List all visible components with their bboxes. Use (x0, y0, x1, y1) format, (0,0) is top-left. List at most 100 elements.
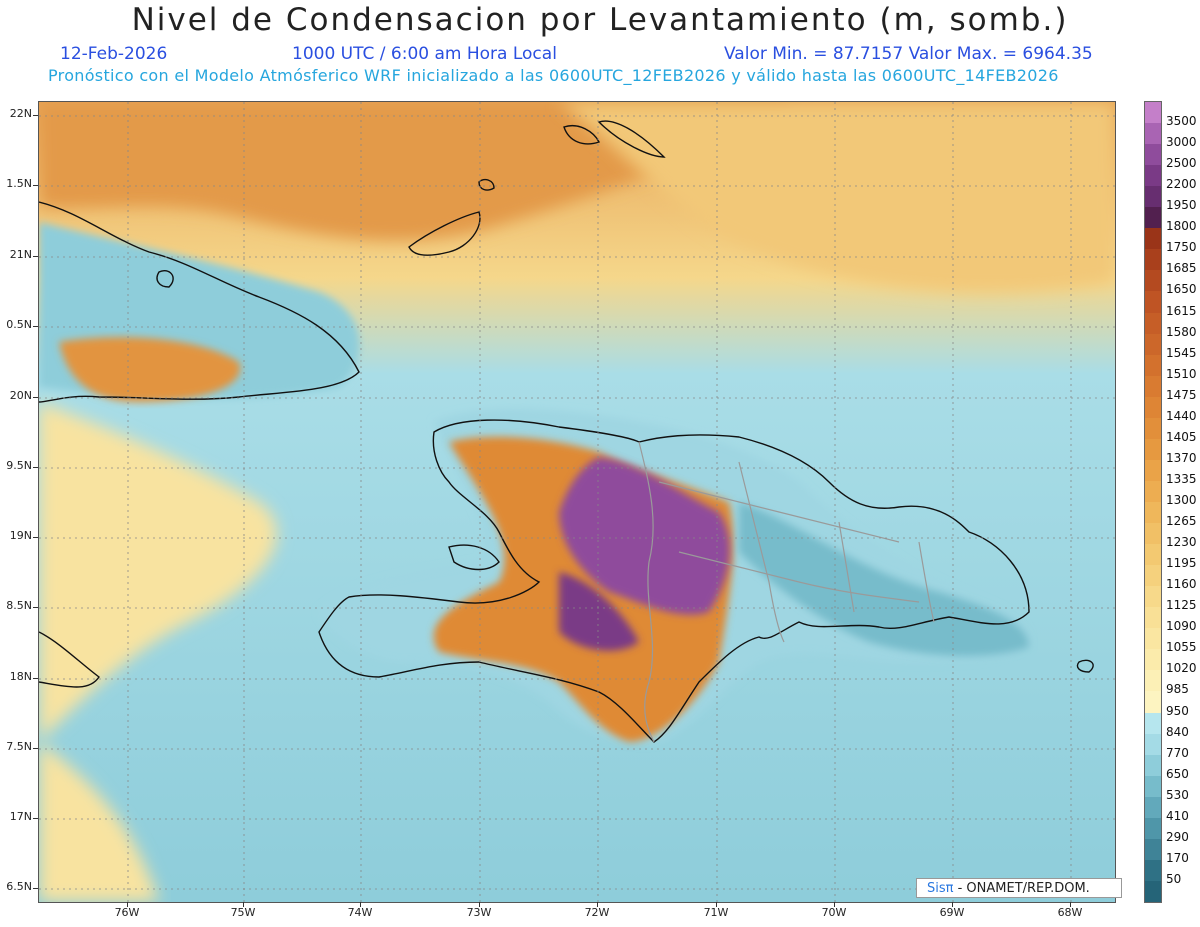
legend-swatch (1145, 775, 1161, 798)
legend-label: 2200 (1166, 177, 1197, 192)
legend-label: 530 (1166, 787, 1189, 802)
legend-swatch (1145, 628, 1161, 650)
lat-tick (33, 748, 38, 749)
province-borders (638, 441, 935, 743)
legend-label: 1195 (1166, 556, 1197, 571)
legend-swatch (1145, 838, 1161, 861)
credit-org: - ONAMET/REP.DOM. (953, 881, 1090, 896)
map-title: Nivel de Condensacion por Levantamiento … (131, 2, 1069, 38)
legend-label: 1475 (1166, 387, 1197, 402)
legend-swatch (1145, 312, 1161, 335)
purple-high-lcl-south (559, 572, 639, 651)
legend-swatch (1145, 586, 1161, 608)
lat-label: 7.5N (6, 740, 32, 753)
cuba-cay (156, 270, 174, 288)
legend-swatch (1145, 375, 1161, 398)
border-line-d (838, 521, 855, 613)
legend-swatch (1145, 544, 1161, 566)
legend-swatch (1145, 796, 1161, 819)
legend-swatch (1145, 228, 1161, 250)
legend-swatch (1145, 691, 1161, 714)
northeast-yellow-band (559, 102, 1115, 292)
lon-tick (834, 902, 835, 907)
lon-label: 76W (114, 906, 140, 919)
lat-tick (33, 607, 38, 608)
legend-label: 410 (1166, 808, 1189, 823)
legend-swatch (1145, 270, 1161, 292)
legend-swatch (1145, 670, 1161, 692)
puerto-rico-tip (1076, 659, 1094, 673)
turks-caicos-island (408, 211, 481, 256)
hispaniola-coast (318, 419, 1030, 743)
legend-label: 950 (1166, 703, 1189, 718)
lat-label: 20N (9, 389, 32, 402)
lon-label: 71W (703, 906, 729, 919)
lat-label: 21N (9, 248, 32, 261)
legend-label: 770 (1166, 745, 1189, 760)
legend-label: 290 (1166, 829, 1189, 844)
legend-label: 1950 (1166, 198, 1197, 213)
legend-swatch (1145, 249, 1161, 271)
lon-label: 72W (584, 906, 610, 919)
lat-label: 18N (9, 670, 32, 683)
legend-label: 1440 (1166, 408, 1197, 423)
legend-label: 840 (1166, 724, 1189, 739)
legend-swatch (1145, 102, 1161, 124)
legend-swatch (1145, 754, 1161, 777)
legend-label: 1650 (1166, 282, 1197, 297)
legend-label: 1510 (1166, 366, 1197, 381)
lat-tick (33, 397, 38, 398)
legend-swatch (1145, 186, 1161, 208)
cuba-coast (39, 201, 360, 403)
legend-swatch (1145, 291, 1161, 314)
legend-label: 1160 (1166, 577, 1197, 592)
jamaica-coast (39, 631, 100, 688)
lat-label: 8.5N (6, 599, 32, 612)
lon-tick (597, 902, 598, 907)
legend-swatch (1145, 417, 1161, 440)
legend-swatch (1145, 649, 1161, 671)
legend-swatch (1145, 165, 1161, 187)
lon-label: 68W (1057, 906, 1083, 919)
legend-label: 1020 (1166, 661, 1197, 676)
lon-label: 73W (466, 906, 492, 919)
color-legend (1144, 101, 1162, 903)
legend-swatch (1145, 565, 1161, 587)
lon-tick (360, 902, 361, 907)
lat-label: 19N (9, 529, 32, 542)
lat-tick (33, 185, 38, 186)
legend-swatch (1145, 480, 1161, 503)
map-panel (38, 101, 1116, 903)
legend-swatch (1145, 354, 1161, 377)
lat-label: 1.5N (6, 177, 32, 190)
legend-swatch (1145, 817, 1161, 840)
credit-sis: Sis (927, 881, 946, 896)
lat-label: 22N (9, 107, 32, 120)
legend-label: 1545 (1166, 345, 1197, 360)
lon-label: 75W (230, 906, 256, 919)
legend-label: 1615 (1166, 303, 1197, 318)
legend-swatch (1145, 459, 1161, 482)
lon-label: 74W (347, 906, 373, 919)
legend-label: 1230 (1166, 535, 1197, 550)
south-yellow-patch (39, 742, 159, 902)
legend-label: 3000 (1166, 135, 1197, 150)
lcl-field-map (39, 102, 1115, 902)
lon-tick (127, 902, 128, 907)
gonave-island (448, 544, 500, 571)
value-range: Valor Min. = 87.7157 Valor Max. = 6964.3… (724, 44, 1093, 64)
lon-tick (716, 902, 717, 907)
legend-swatch (1145, 733, 1161, 756)
legend-swatch (1145, 880, 1161, 903)
border-line-c (738, 461, 785, 643)
legend-label: 2500 (1166, 156, 1197, 171)
legend-label: 1370 (1166, 450, 1197, 465)
credit-pi: π (945, 881, 954, 896)
lat-label: 17N (9, 810, 32, 823)
lat-label: 0.5N (6, 318, 32, 331)
legend-label: 1335 (1166, 471, 1197, 486)
border-line-a (658, 481, 900, 543)
lat-tick (33, 537, 38, 538)
legend-swatch (1145, 523, 1161, 545)
lon-tick (243, 902, 244, 907)
